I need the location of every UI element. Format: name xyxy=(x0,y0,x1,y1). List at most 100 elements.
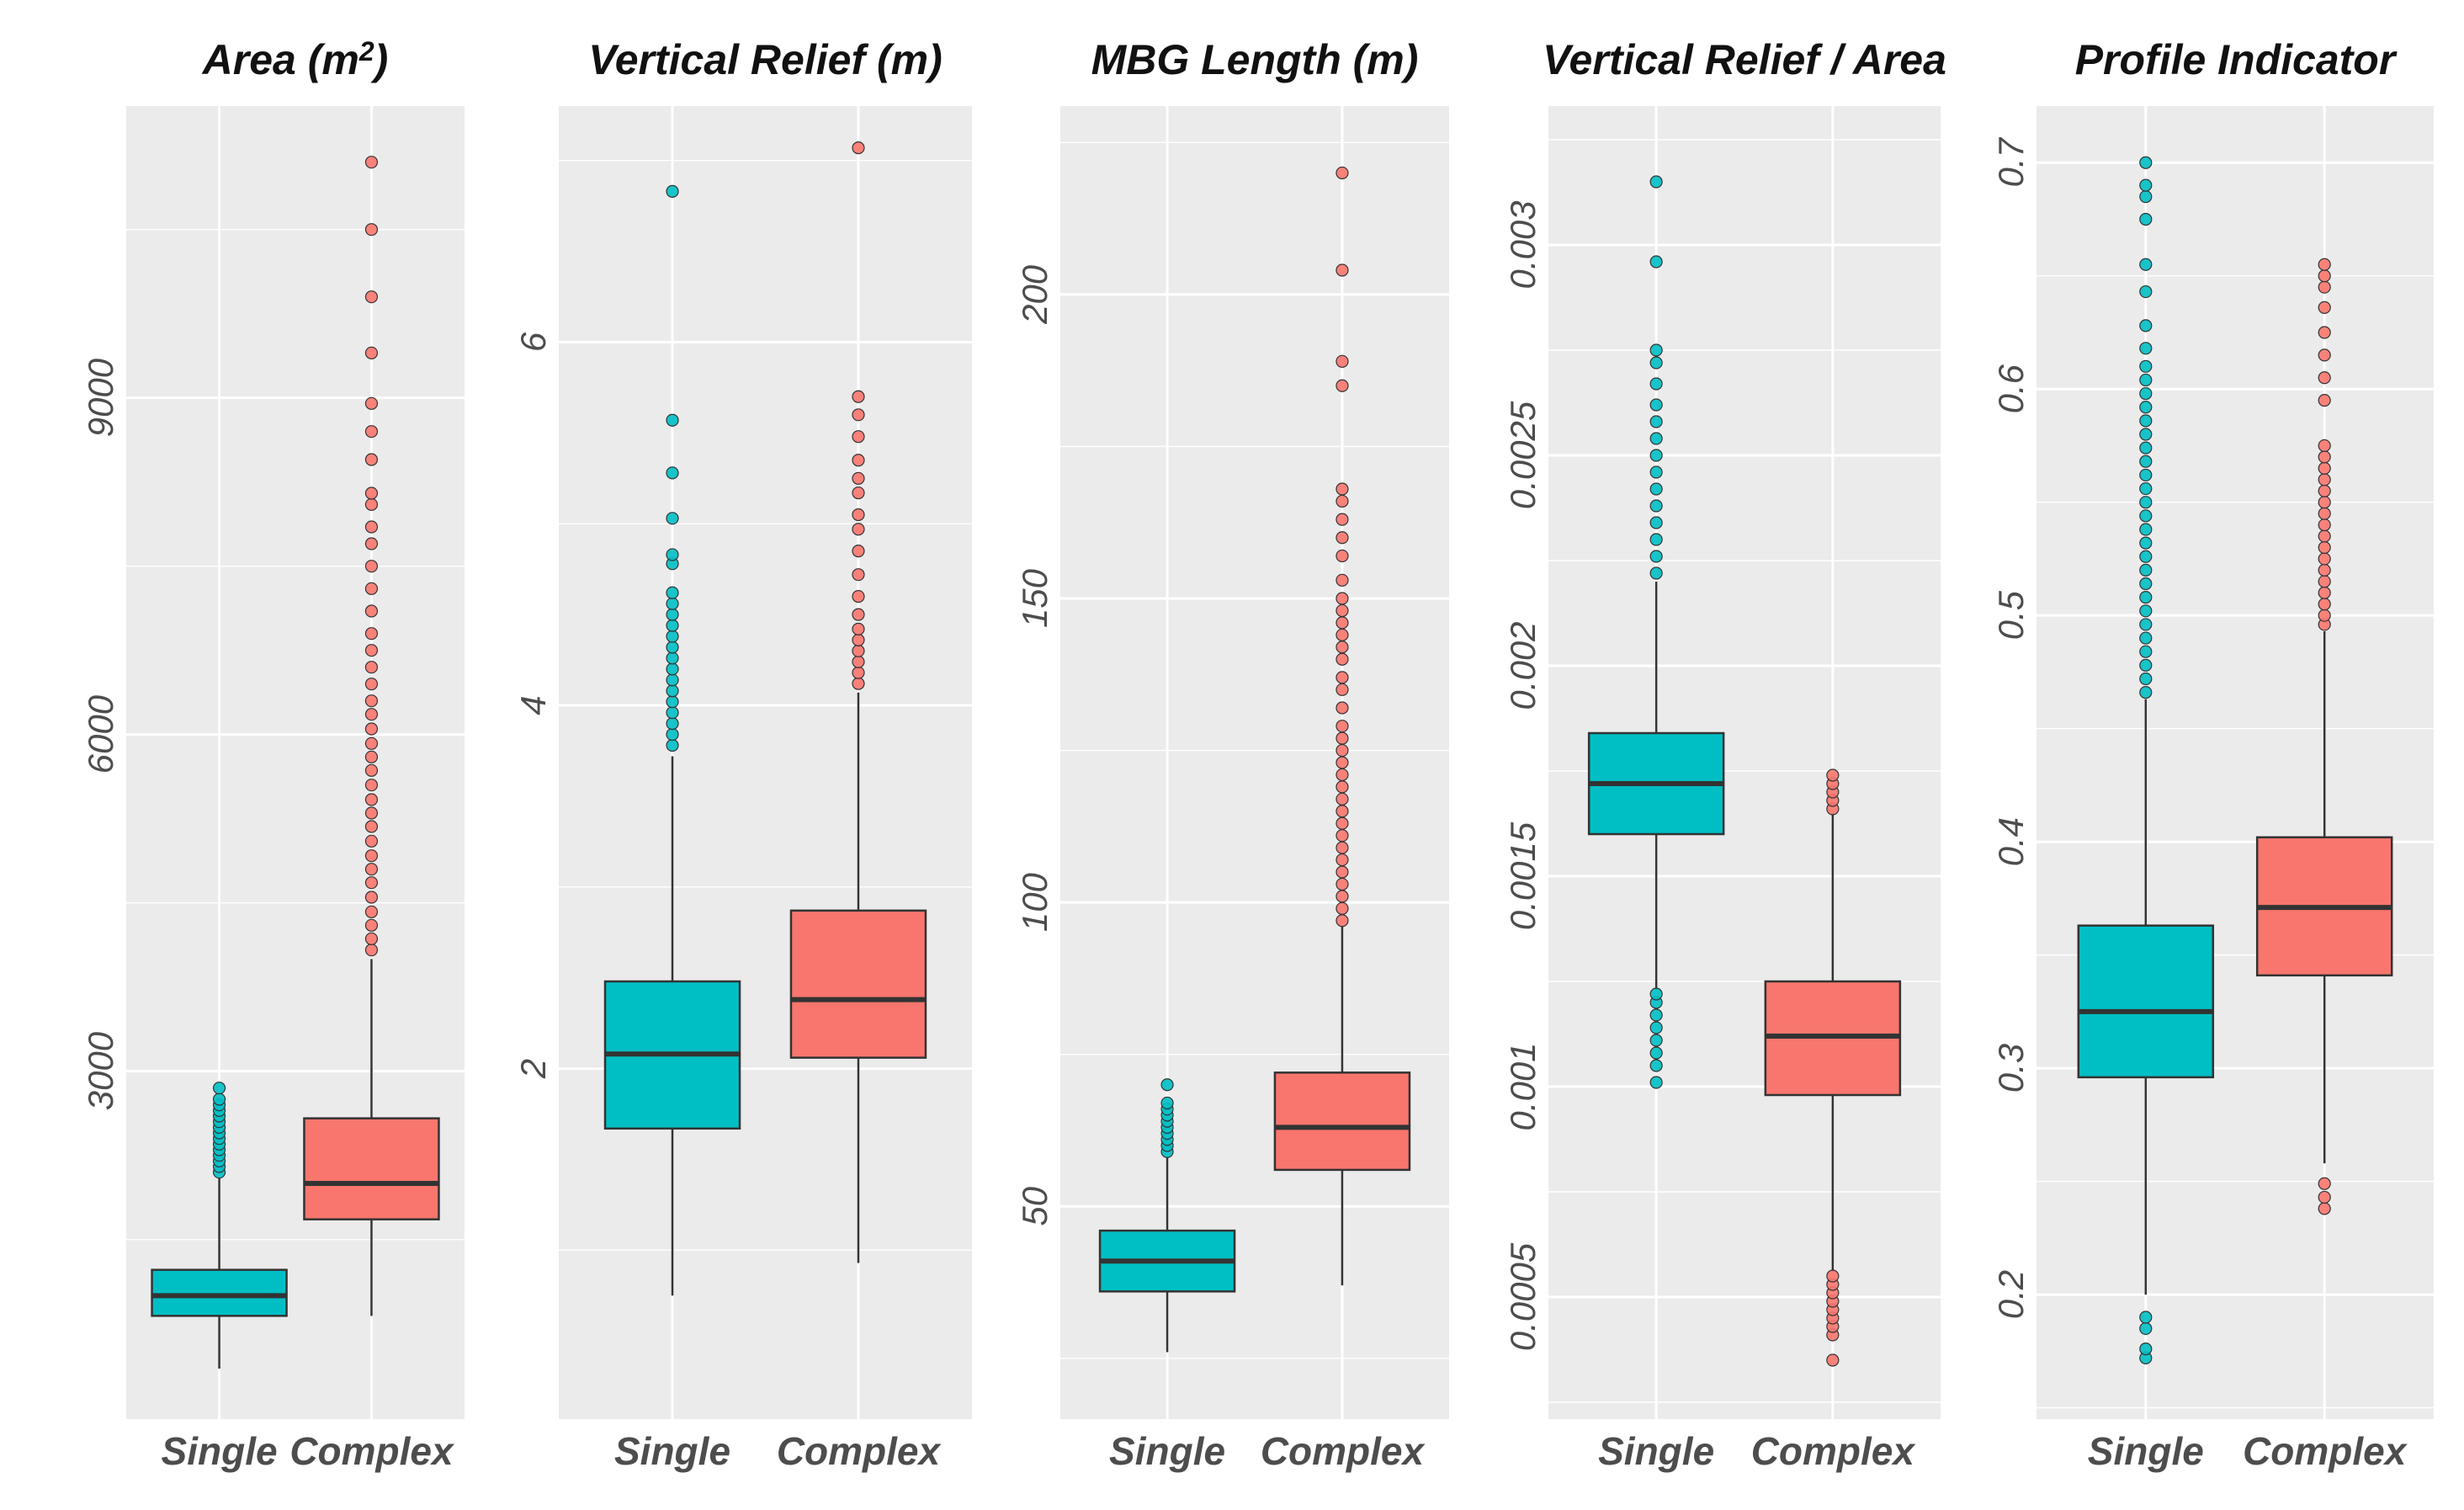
box-iqr xyxy=(151,1268,288,1317)
outlier-point xyxy=(2139,604,2153,618)
outlier-point xyxy=(1649,398,1663,412)
outlier-point xyxy=(666,619,679,632)
outlier-point xyxy=(2139,1343,2153,1356)
outlier-point xyxy=(1649,415,1663,428)
outlier-point xyxy=(364,820,379,833)
outlier-point xyxy=(2318,394,2331,407)
outlier-point xyxy=(2318,575,2331,588)
y-tick-label: 2 xyxy=(513,1059,553,1079)
outlier-point xyxy=(364,346,379,359)
y-tick-label: 0.0015 xyxy=(1503,821,1543,930)
outlier-point xyxy=(1336,743,1349,758)
panel-2: Vertical Relief (m) 2 4 6 Single Complex xyxy=(513,36,972,1473)
outlier-point xyxy=(1649,550,1663,563)
box-complex xyxy=(1764,768,1902,1367)
outlier-point xyxy=(2139,577,2153,591)
outlier-point xyxy=(1649,482,1663,496)
panel-title: Profile Indicator xyxy=(2075,36,2398,83)
outlier-point xyxy=(666,413,679,427)
category-label: Single xyxy=(1109,1429,1225,1473)
outlier-point xyxy=(852,408,865,422)
outlier-point xyxy=(1160,1078,1174,1092)
outlier-point xyxy=(2139,455,2153,468)
outlier-point xyxy=(1336,573,1349,587)
outlier-point xyxy=(1336,841,1349,854)
outlier-point xyxy=(852,454,865,467)
outlier-point xyxy=(364,223,379,237)
outlier-point xyxy=(2139,428,2153,441)
outlier-point xyxy=(1649,432,1663,445)
y-tick-label: 50 xyxy=(1015,1186,1054,1226)
outlier-point xyxy=(1649,449,1663,462)
outlier-point xyxy=(364,486,379,500)
outlier-point xyxy=(1649,175,1663,189)
outlier-point xyxy=(666,466,679,480)
outlier-point xyxy=(1649,1021,1663,1034)
outlier-point xyxy=(2318,586,2331,599)
outlier-point xyxy=(2139,645,2153,658)
y-tick-label: 0.6 xyxy=(1991,364,2031,413)
box-iqr xyxy=(303,1117,440,1220)
outlier-point xyxy=(364,722,379,736)
outlier-point xyxy=(2139,509,2153,523)
panel-title: Area (m2) xyxy=(201,36,389,83)
outlier-point xyxy=(852,644,865,657)
y-tick-label: 200 xyxy=(1015,264,1054,325)
outlier-point xyxy=(2318,540,2331,555)
y-tick-label: 3000 xyxy=(81,1031,120,1110)
y-tick-label: 9000 xyxy=(81,358,120,437)
outlier-point xyxy=(2139,468,2153,482)
category-label: Single xyxy=(162,1429,278,1473)
outlier-point xyxy=(1336,780,1349,794)
outlier-point xyxy=(364,876,379,890)
outlier-point xyxy=(1336,354,1349,368)
outlier-point xyxy=(2139,591,2153,604)
outlier-point xyxy=(2318,518,2331,532)
outlier-point xyxy=(2139,359,2153,373)
outlier-point xyxy=(1336,914,1349,928)
outlier-point xyxy=(2318,371,2331,385)
outlier-point xyxy=(2139,631,2153,645)
outlier-point xyxy=(2139,550,2153,563)
box-iqr xyxy=(789,909,927,1059)
outlier-point xyxy=(364,708,379,721)
outlier-point xyxy=(2139,258,2153,271)
outlier-point xyxy=(2318,598,2331,611)
outlier-point xyxy=(2318,1190,2331,1204)
outlier-point xyxy=(364,834,379,848)
outlier-point xyxy=(1336,756,1349,769)
y-tick-label: 0.5 xyxy=(1991,590,2031,640)
y-tick-label: 150 xyxy=(1015,568,1054,628)
outlier-point xyxy=(852,622,865,636)
outlier-point xyxy=(1336,816,1349,830)
outlier-point xyxy=(1649,516,1663,529)
outlier-point xyxy=(666,184,679,199)
outlier-point xyxy=(852,568,865,582)
outlier-point xyxy=(364,156,379,169)
outlier-point xyxy=(364,750,379,763)
outlier-point xyxy=(1826,768,1840,782)
outlier-point xyxy=(1649,377,1663,391)
outlier-point xyxy=(1336,166,1349,180)
outlier-point xyxy=(2139,178,2153,192)
outlier-point xyxy=(364,627,379,641)
outlier-point xyxy=(2139,342,2153,355)
panel-title: MBG Length (m) xyxy=(1091,36,1419,83)
outlier-point xyxy=(666,662,679,676)
outlier-point xyxy=(212,1082,226,1095)
outlier-point xyxy=(2318,450,2331,464)
outlier-point xyxy=(1336,768,1349,782)
outlier-point xyxy=(2139,481,2153,496)
outlier-point xyxy=(2318,280,2331,294)
outlier-point xyxy=(2139,319,2153,332)
outlier-point xyxy=(666,706,679,720)
outlier-point xyxy=(2139,401,2153,414)
category-label: Complex xyxy=(777,1429,943,1473)
category-label: Complex xyxy=(1261,1429,1426,1473)
outlier-point xyxy=(666,673,679,687)
y-tick-label: 0.4 xyxy=(1991,817,2031,866)
outlier-point xyxy=(364,604,379,618)
panel-background xyxy=(1060,106,1449,1419)
outlier-point xyxy=(666,608,679,621)
